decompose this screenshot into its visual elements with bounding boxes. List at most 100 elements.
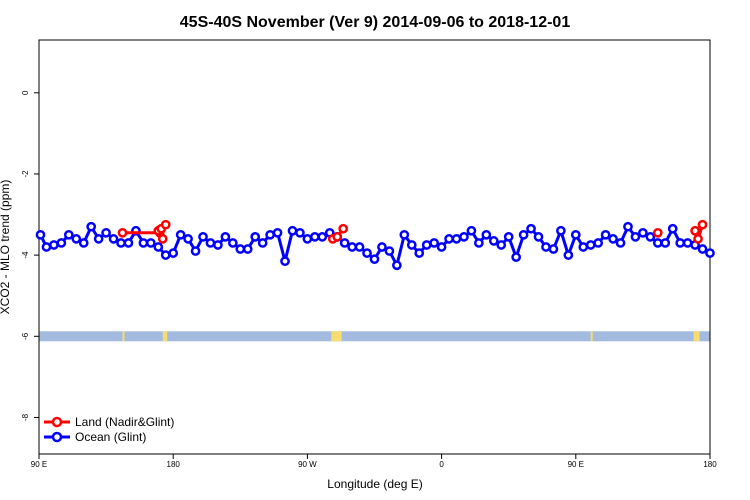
ocean-point — [108, 234, 119, 244]
ocean-point — [652, 238, 663, 248]
x-axis-label: Longitude (deg E) — [327, 477, 422, 491]
land-point — [690, 225, 700, 236]
ocean-point — [317, 232, 328, 242]
ocean-point — [227, 238, 238, 248]
ocean-point — [71, 234, 82, 244]
ocean-point — [511, 252, 522, 262]
x-tick-label: 0 — [439, 460, 444, 469]
land-point — [652, 227, 663, 238]
ocean-point — [213, 240, 223, 250]
ocean-point — [548, 244, 559, 254]
ocean-point — [86, 221, 97, 232]
land-point — [697, 219, 708, 230]
legend: Land (Nadir&Glint) Ocean (Glint) — [44, 415, 174, 444]
ocean-point — [56, 238, 67, 248]
land-point — [332, 232, 343, 242]
ocean-point — [623, 221, 633, 232]
ocean-point — [593, 238, 604, 248]
x-tick-label: 90 E — [31, 460, 47, 469]
legend-land-marker — [51, 416, 63, 428]
ocean-point — [354, 242, 365, 252]
ocean-point — [101, 227, 111, 238]
ocean-point — [436, 242, 447, 252]
ocean-point — [257, 238, 268, 248]
land-segment — [331, 331, 342, 342]
y-axis: 0 -2 -4 -6 -8 — [21, 90, 39, 421]
y-tick-label: -4 — [21, 251, 30, 259]
ocean-point — [474, 238, 484, 248]
ocean-point — [667, 223, 678, 234]
ocean-point — [280, 256, 290, 267]
ocean-point — [578, 242, 589, 252]
legend-ocean-label: Ocean (Glint) — [75, 430, 146, 444]
x-tick-label: 90 E — [568, 460, 584, 469]
x-tick-label: 90 W — [298, 460, 317, 469]
ocean-point — [533, 232, 544, 242]
ocean-point — [168, 248, 179, 258]
legend-ocean-marker — [51, 431, 63, 443]
ocean-point — [429, 238, 439, 248]
ocean-point — [49, 240, 59, 250]
ocean-point — [526, 223, 536, 234]
ocean-point — [78, 238, 89, 248]
ocean-point — [339, 238, 350, 248]
ocean-point — [116, 238, 126, 248]
plot-frame — [38, 39, 711, 455]
ocean-point — [369, 254, 380, 265]
ocean-point — [496, 240, 507, 250]
land-segment — [693, 331, 700, 342]
ocean-band — [39, 331, 710, 342]
ocean-point — [145, 238, 156, 248]
ocean-point — [123, 238, 134, 248]
ocean-point — [190, 246, 201, 256]
ocean-point — [377, 242, 387, 252]
ocean-point — [63, 229, 74, 240]
land-point — [338, 223, 349, 234]
y-tick-label: -6 — [21, 332, 30, 340]
ocean-point — [362, 248, 372, 258]
y-tick-label: 0 — [21, 90, 30, 95]
ocean-point — [265, 229, 275, 240]
ocean-point — [518, 229, 529, 240]
ocean-point — [705, 248, 715, 258]
ocean-point — [399, 229, 410, 240]
ocean-point — [295, 227, 305, 238]
ocean-point — [287, 225, 298, 236]
ocean-point — [459, 232, 469, 242]
ocean-point — [570, 229, 581, 240]
land-point — [157, 234, 168, 244]
ocean-point — [451, 234, 462, 244]
ocean-point — [183, 234, 193, 244]
ocean-point — [138, 238, 149, 248]
y-tick-label: -8 — [21, 413, 30, 421]
ocean-point — [242, 244, 253, 254]
ocean-point — [310, 232, 320, 242]
land-point — [117, 227, 128, 238]
land-segment — [122, 331, 125, 342]
ocean-point — [488, 236, 499, 246]
ocean-point — [697, 244, 708, 254]
ocean-point — [541, 242, 551, 252]
ocean-point — [175, 229, 186, 240]
ocean-point — [563, 250, 574, 260]
land-point — [160, 219, 171, 230]
ocean-point — [645, 232, 656, 242]
ocean-point — [444, 234, 454, 244]
ocean-point — [503, 232, 514, 242]
y-axis-label: XCO2 - MLO trend (ppm) — [0, 180, 12, 315]
y-tick-label: -2 — [21, 170, 30, 178]
ocean-point — [272, 227, 283, 238]
ocean-point — [153, 242, 164, 252]
ocean-point — [235, 244, 246, 254]
ocean-point — [638, 227, 648, 238]
ocean-point — [347, 242, 357, 252]
ocean-point — [160, 250, 171, 260]
ocean-point — [302, 234, 313, 244]
ocean-point — [481, 229, 492, 240]
ocean-point — [198, 232, 208, 242]
ocean-point — [630, 232, 641, 242]
ocean-point — [414, 248, 425, 258]
ocean-point — [682, 238, 693, 248]
ocean-point — [384, 246, 395, 256]
